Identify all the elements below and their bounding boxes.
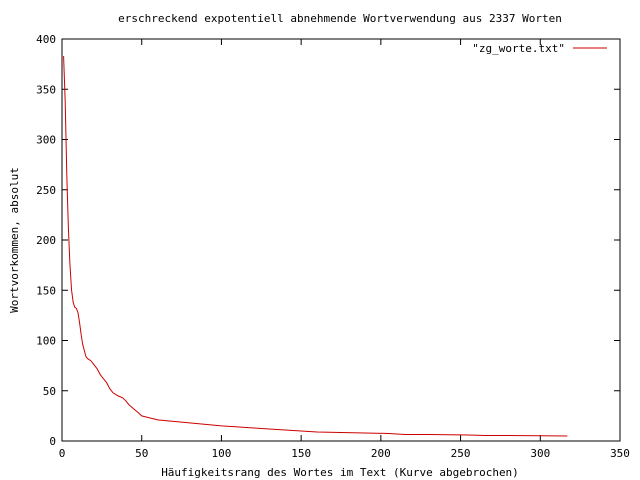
x-axis: 0 50 100 150 200 250 300 350 [59, 39, 630, 460]
y-tick-label: 350 [36, 83, 56, 96]
y-tick-label: 200 [36, 234, 56, 247]
y-tick-label: 0 [49, 435, 56, 448]
chart-title: erschreckend expotentiell abnehmende Wor… [118, 12, 562, 25]
series-line-zg-worte [63, 56, 568, 437]
x-tick-label: 350 [610, 447, 630, 460]
x-tick-label: 0 [59, 447, 66, 460]
y-tick-label: 50 [43, 385, 56, 398]
x-tick-label: 250 [451, 447, 471, 460]
y-tick-label: 300 [36, 134, 56, 147]
y-tick-label: 100 [36, 335, 56, 348]
legend-entry-label: "zg_worte.txt" [472, 42, 565, 55]
legend: "zg_worte.txt" [472, 42, 607, 55]
x-axis-label: Häufigkeitsrang des Wortes im Text (Kurv… [161, 466, 519, 479]
plot-frame [61, 38, 621, 442]
y-tick-label: 150 [36, 284, 56, 297]
x-tick-label: 150 [291, 447, 311, 460]
y-axis: 0 50 100 150 200 250 300 350 400 [36, 33, 620, 448]
x-tick-label: 100 [211, 447, 231, 460]
y-tick-label: 400 [36, 33, 56, 46]
y-axis-label: Wortvorkommen, absolut [8, 167, 21, 313]
x-tick-label: 300 [530, 447, 550, 460]
series-layer [63, 56, 568, 437]
x-tick-label: 50 [135, 447, 148, 460]
x-tick-label: 200 [371, 447, 391, 460]
y-tick-label: 250 [36, 184, 56, 197]
